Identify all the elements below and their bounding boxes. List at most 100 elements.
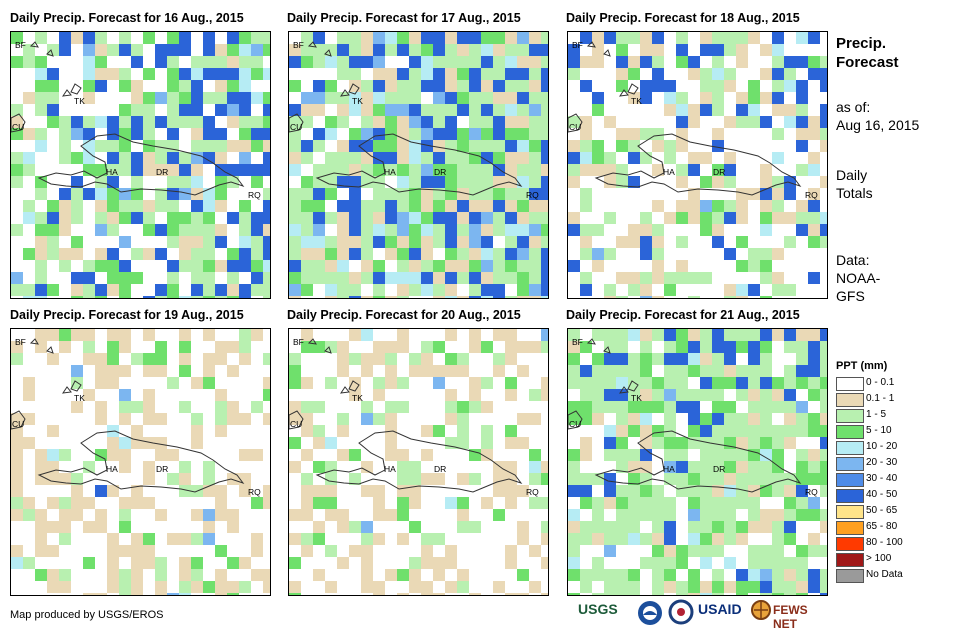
legend-label: 50 - 65 [866, 505, 898, 516]
precip-cell [47, 104, 59, 116]
precip-cell [616, 80, 628, 92]
precip-cell [529, 449, 541, 461]
precip-cell [796, 485, 808, 497]
precip-cell [59, 116, 71, 128]
precip-cell [481, 152, 493, 164]
precip-cell [712, 485, 724, 497]
precip-cell [83, 128, 95, 140]
precip-cell [203, 365, 215, 377]
precip-cell [373, 176, 385, 188]
precip-cell [373, 164, 385, 176]
precip-cell [493, 212, 505, 224]
precip-cell [107, 212, 119, 224]
precip-cell [760, 377, 772, 389]
precip-cell [676, 485, 688, 497]
credit-text: Map produced by USGS/EROS [10, 609, 164, 621]
precip-cell [616, 449, 628, 461]
precip-cell [628, 497, 640, 509]
precip-cell [397, 473, 409, 485]
precip-cell [493, 80, 505, 92]
precip-cell [397, 200, 409, 212]
precip-cell [652, 260, 664, 272]
precip-cell [47, 569, 59, 581]
precip-cell [640, 44, 652, 56]
precip-cell [676, 200, 688, 212]
precip-cell [469, 389, 481, 401]
precip-cell [748, 509, 760, 521]
precip-cell [433, 224, 445, 236]
sidebar-heading-1: Precip. [836, 35, 887, 52]
precip-cell [481, 284, 493, 296]
precip-cell [239, 236, 251, 248]
precip-cell [628, 593, 640, 595]
precip-cell [580, 485, 592, 497]
precip-cell [263, 569, 270, 581]
precip-cell [59, 329, 71, 341]
precip-cell [325, 284, 337, 296]
precip-cell [700, 32, 712, 44]
precip-cell [59, 581, 71, 593]
precip-cell [155, 224, 167, 236]
precip-cell [688, 413, 700, 425]
precip-cell [35, 260, 47, 272]
precip-cell [784, 377, 796, 389]
precip-cell [167, 32, 179, 44]
precip-cell [580, 521, 592, 533]
precip-cell [808, 272, 820, 284]
precip-cell [203, 272, 215, 284]
precip-cell [568, 152, 580, 164]
precip-cell [397, 236, 409, 248]
precip-cell [481, 497, 493, 509]
precip-cell [469, 341, 481, 353]
precip-cell [493, 104, 505, 116]
precip-cell [191, 200, 203, 212]
precip-cell [239, 353, 251, 365]
precip-cell [251, 128, 263, 140]
precip-cell [493, 485, 505, 497]
precip-cell [469, 212, 481, 224]
precip-cell [760, 116, 772, 128]
precip-cell [23, 497, 35, 509]
precip-cell [640, 401, 652, 413]
precip-cell [179, 341, 191, 353]
precip-map [568, 329, 827, 595]
precip-cell [263, 284, 270, 296]
precip-cell [592, 32, 604, 44]
precip-cell [47, 212, 59, 224]
precip-cell [251, 497, 263, 509]
precip-cell [628, 32, 640, 44]
precip-cell [712, 569, 724, 581]
precip-cell [361, 212, 373, 224]
precip-cell [604, 353, 616, 365]
precip-cell [592, 329, 604, 341]
precip-cell [529, 188, 541, 200]
precip-cell [808, 152, 820, 164]
precip-cell [445, 32, 457, 44]
precip-cell [517, 272, 529, 284]
precip-cell [712, 365, 724, 377]
precip-cell [361, 116, 373, 128]
precip-cell [481, 437, 493, 449]
precip-cell [541, 461, 548, 473]
precip-cell [433, 593, 445, 595]
precip-cell [191, 533, 203, 545]
precip-cell [397, 296, 409, 298]
precip-cell [167, 284, 179, 296]
precip-cell [119, 284, 131, 296]
precip-cell [481, 296, 493, 298]
precip-cell [724, 425, 736, 437]
precip-cell [688, 296, 700, 298]
precip-cell [568, 68, 580, 80]
precip-cell [95, 140, 107, 152]
precip-cell [301, 377, 313, 389]
precip-cell [688, 389, 700, 401]
map-label-tk: TK [631, 393, 642, 403]
precip-cell [445, 272, 457, 284]
precip-cell [529, 473, 541, 485]
precip-cell [688, 152, 700, 164]
precip-cell [808, 329, 820, 341]
precip-cell [664, 92, 676, 104]
precip-cell [385, 401, 397, 413]
precip-cell [95, 260, 107, 272]
precip-cell [748, 557, 760, 569]
